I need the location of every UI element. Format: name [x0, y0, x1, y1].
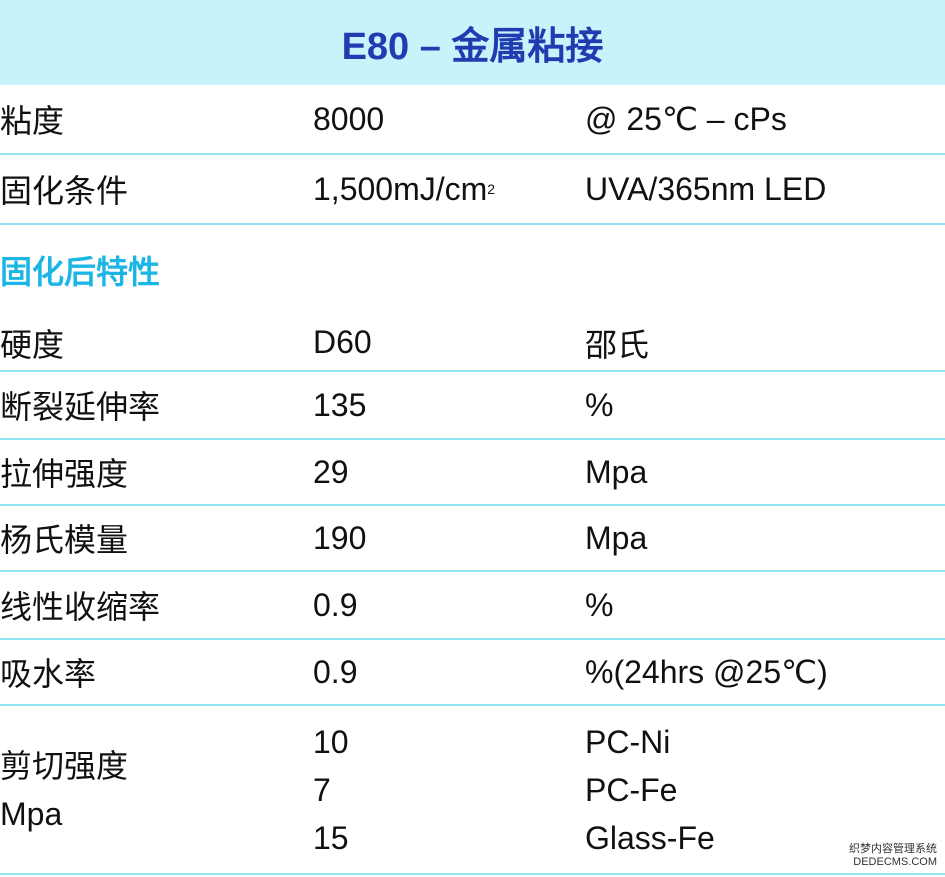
watermark: 织梦内容管理系统 DEDECMS.COM [849, 843, 937, 869]
cell-label: 粘度 [0, 103, 65, 139]
cell-value: 135 [313, 386, 367, 423]
cell-unit: %(24hrs @25℃) [585, 654, 828, 690]
superscript: 2 [487, 181, 496, 197]
line: 15 [313, 819, 349, 856]
cell-label: 固化条件 [0, 173, 129, 209]
shear-row: 剪切强度 Mpa 10 7 15 PC-Ni PC-Fe Glass-Fe [0, 706, 945, 875]
cell-unit: @ 25℃ – cPs [585, 101, 787, 137]
cell-value: 190 [313, 519, 367, 556]
table-row: 线性收缩率 0.9% [0, 572, 945, 640]
cell-text: 1,500mJ/cm [313, 170, 488, 207]
watermark-text: 织梦内容管理系统 [849, 843, 937, 855]
shear-units: PC-Ni PC-Fe Glass-Fe [585, 706, 715, 873]
table-row: 断裂延伸率 135% [0, 372, 945, 440]
line: 7 [313, 771, 331, 808]
cell-value: 29 [313, 453, 349, 490]
line: PC-Ni [585, 723, 671, 760]
line: 剪切强度 [0, 747, 129, 784]
cell-value: 8000 [313, 100, 385, 137]
cell-label: 杨氏模量 [0, 522, 129, 558]
cell-value: 1,500mJ/cm 2 [313, 155, 495, 223]
line: PC-Fe [585, 771, 678, 808]
spec-table: 粘度 8000 @ 25℃ – cPs 固化条件 1,500mJ/cm 2 UVA/365n… [0, 85, 945, 225]
shear-values: 10 7 15 [313, 706, 349, 873]
cell-unit: % [585, 586, 614, 623]
title: E80 – 金属粘接 [0, 0, 945, 85]
section-title: 固化后特性 [0, 254, 161, 290]
property-table: 硬度 D60 邵氏断裂延伸率 135% 拉伸强度 29 Mpa 杨氏模量 190 Mpa 线性收缩率… [0, 315, 945, 706]
table-row: 吸水率 0.9 %(24hrs @25℃) [0, 640, 945, 706]
shear-label: 剪切强度 Mpa [0, 706, 128, 873]
cell-label: 硬度 [0, 326, 65, 363]
watermark-text: DEDECMS.COM [853, 856, 937, 868]
cell-value: 0.9 [313, 586, 358, 623]
cell-value: D60 [313, 324, 372, 360]
table-row: 拉伸强度 29 Mpa [0, 440, 945, 506]
cell-unit: UVA/365nm LED [585, 170, 827, 207]
cell-unit: Mpa [585, 453, 648, 490]
cell-unit: 邵氏 [585, 326, 650, 363]
table-row: 杨氏模量 190 Mpa [0, 506, 945, 572]
cell-value: 0.9 [313, 653, 358, 690]
table-row: 固化条件 1,500mJ/cm 2 UVA/365nm LED [0, 155, 945, 225]
line: Mpa [0, 795, 63, 832]
cell-label: 吸水率 [0, 656, 97, 692]
cell-unit: % [585, 386, 614, 423]
cell-label: 断裂延伸率 [0, 389, 161, 425]
table-row: 硬度 D60 邵氏 [0, 315, 945, 372]
cell-label: 拉伸强度 [0, 456, 129, 492]
cell-label: 线性收缩率 [0, 589, 161, 625]
line: 10 [313, 723, 349, 760]
table-row: 粘度 8000 @ 25℃ – cPs [0, 85, 945, 155]
cell-unit: Mpa [585, 519, 648, 556]
line: Glass-Fe [585, 819, 715, 856]
